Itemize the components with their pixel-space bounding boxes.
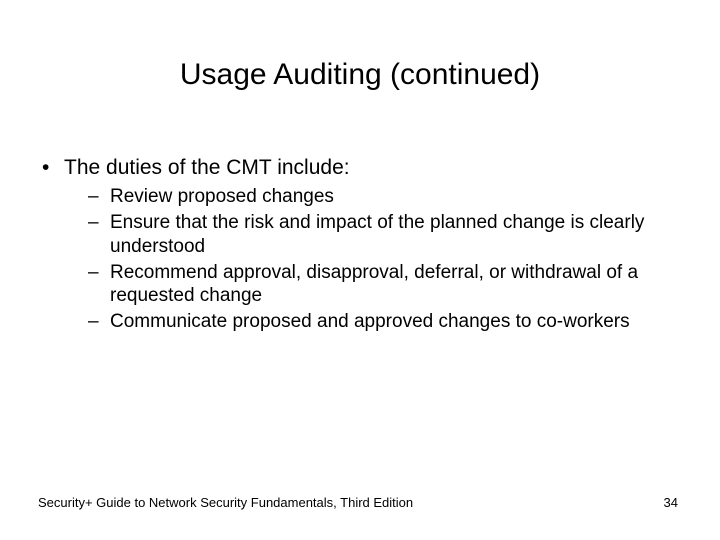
slide-title: Usage Auditing (continued) [0,0,720,92]
list-item: Recommend approval, disapproval, deferra… [64,261,690,309]
sub-item-text: Review proposed changes [110,186,334,207]
list-item: Ensure that the risk and impact of the p… [64,211,690,259]
sub-item-text: Ensure that the risk and impact of the p… [110,212,644,257]
footer-text: Security+ Guide to Network Security Fund… [38,495,413,510]
page-number: 34 [664,495,678,510]
bullet-list-level2: Review proposed changes Ensure that the … [64,185,690,334]
sub-item-text: Recommend approval, disapproval, deferra… [110,262,638,307]
slide: Usage Auditing (continued) The duties of… [0,0,720,540]
list-item: Communicate proposed and approved change… [64,310,690,334]
list-item: The duties of the CMT include: Review pr… [38,155,690,334]
bullet-list-level1: The duties of the CMT include: Review pr… [38,155,690,334]
sub-item-text: Communicate proposed and approved change… [110,311,630,332]
slide-body: The duties of the CMT include: Review pr… [38,155,690,340]
list-item: Review proposed changes [64,185,690,209]
intro-text: The duties of the CMT include: [64,156,350,179]
